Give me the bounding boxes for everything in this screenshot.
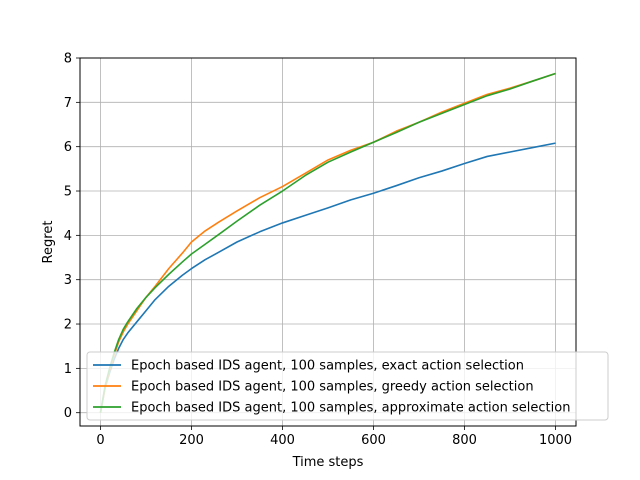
x-tick-label: 200 (179, 433, 204, 448)
x-tick-label: 800 (452, 433, 477, 448)
series-line-2 (99, 72, 556, 413)
x-tick-label: 600 (361, 433, 386, 448)
plot-lines (99, 72, 556, 413)
axis-ticks: 0 200 400 600 800 1000 0 1 2 3 4 5 6 7 8 (64, 52, 572, 449)
plot-frame (79, 57, 577, 427)
legend-box (86, 351, 609, 421)
y-axis-label: Regret (41, 221, 56, 264)
legend-label-1: Epoch based IDS agent, 100 samples, gree… (131, 380, 534, 395)
x-tick-label: 400 (270, 433, 295, 448)
x-axis-label: Time steps (292, 455, 364, 470)
y-tick-label: 5 (64, 185, 72, 200)
y-tick-label: 6 (64, 140, 72, 155)
y-tick-label: 8 (64, 52, 72, 67)
x-tick-label: 1000 (539, 433, 572, 448)
x-tick-label: 0 (96, 433, 104, 448)
y-tick-label: 2 (64, 318, 72, 333)
y-tick-label: 7 (64, 96, 72, 111)
y-tick-label: 3 (64, 273, 72, 288)
series-line-0 (99, 142, 556, 413)
series-line-1 (99, 72, 556, 413)
y-tick-label: 1 (64, 362, 72, 377)
legend-label-2: Epoch based IDS agent, 100 samples, appr… (131, 401, 570, 416)
y-tick-label: 4 (64, 229, 72, 244)
legend-label-0: Epoch based IDS agent, 100 samples, exac… (131, 359, 524, 374)
y-tick-label: 0 (64, 406, 72, 421)
legend: Epoch based IDS agent, 100 samples, exac… (86, 351, 609, 421)
